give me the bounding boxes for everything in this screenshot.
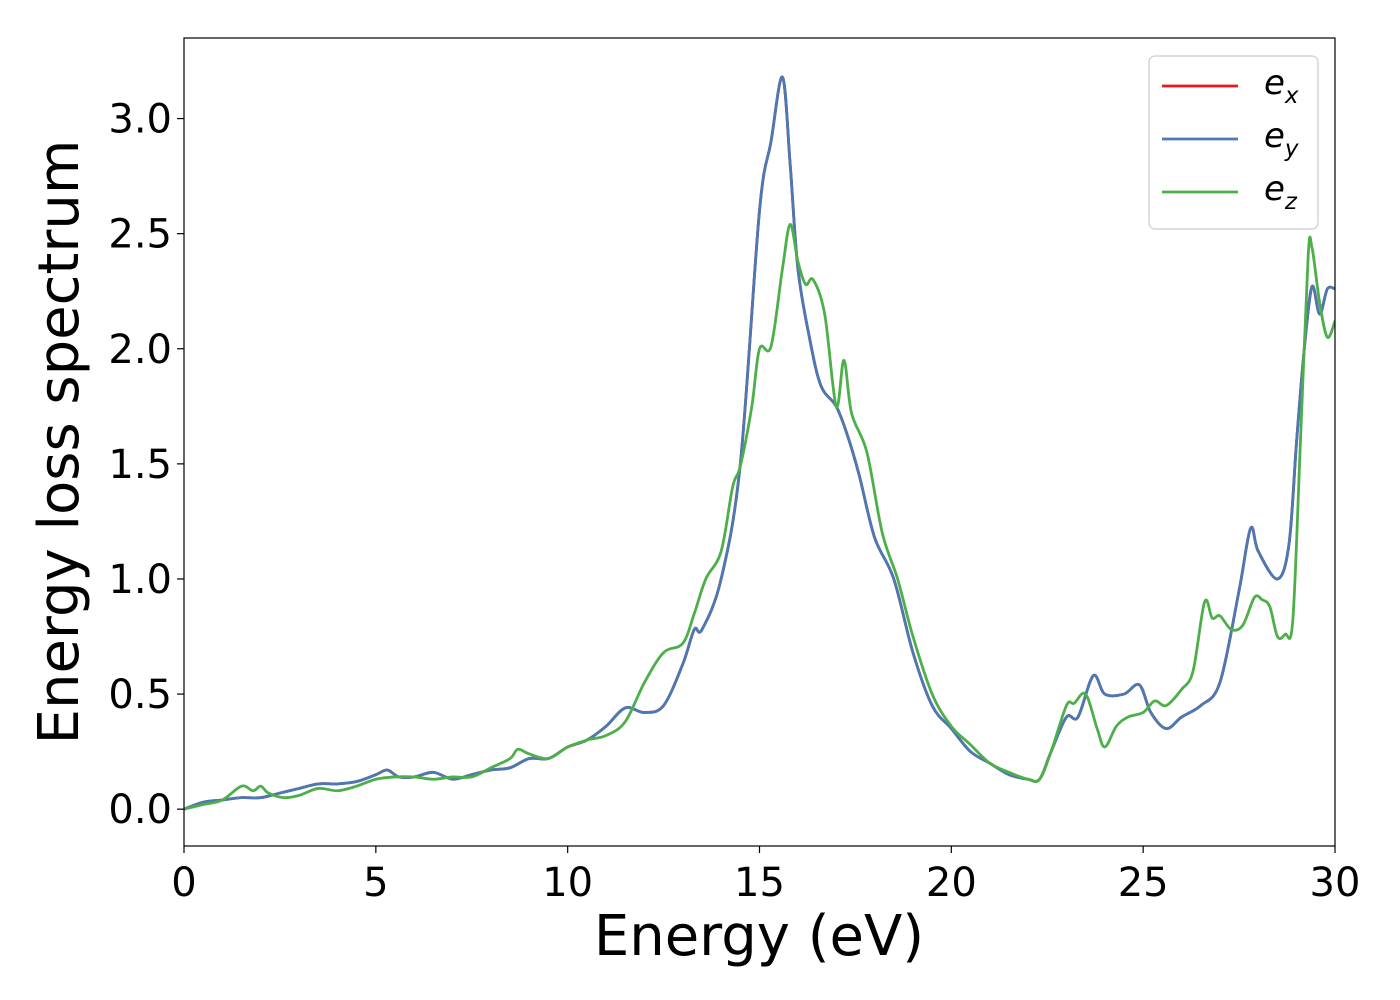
y-tick-label: 3.0 <box>108 97 172 143</box>
legend-label-x: ex <box>1264 63 1299 109</box>
y-axis-label: Energy loss spectrum <box>27 140 92 745</box>
legend-label-base: e <box>1264 63 1285 103</box>
legend-label-subscript: y <box>1284 136 1299 162</box>
x-tick-label: 30 <box>1310 860 1361 906</box>
y-axis: 0.0 0.5 1.0 1.5 2.0 2.5 3.0 <box>108 97 184 833</box>
x-tick-label: 25 <box>1118 860 1169 906</box>
x-tick-label: 15 <box>734 860 785 906</box>
x-tick-label: 20 <box>926 860 977 906</box>
series-line-z <box>184 223 1335 811</box>
y-tick-label: 2.0 <box>108 327 172 373</box>
legend-label-subscript: x <box>1284 83 1299 109</box>
y-tick-label: 1.5 <box>108 442 172 488</box>
x-axis: 0 5 10 15 20 25 30 <box>171 846 1360 906</box>
y-tick-label: 0.0 <box>108 787 172 833</box>
x-axis-label: Energy (eV) <box>594 904 924 969</box>
legend-label-z: ez <box>1264 169 1298 215</box>
legend-box <box>1148 55 1319 230</box>
y-tick-label: 2.5 <box>108 212 172 258</box>
x-tick-label: 0 <box>171 860 196 906</box>
series-layer <box>184 75 1335 811</box>
legend-label-base: e <box>1264 169 1285 209</box>
legend-label-y: ey <box>1264 116 1299 162</box>
x-tick-label: 10 <box>542 860 593 906</box>
legend-label-base: e <box>1264 116 1285 156</box>
legend-label-subscript: z <box>1284 189 1298 215</box>
y-tick-label: 0.5 <box>108 672 172 718</box>
x-tick-label: 5 <box>363 860 388 906</box>
y-tick-label: 1.0 <box>108 557 172 603</box>
